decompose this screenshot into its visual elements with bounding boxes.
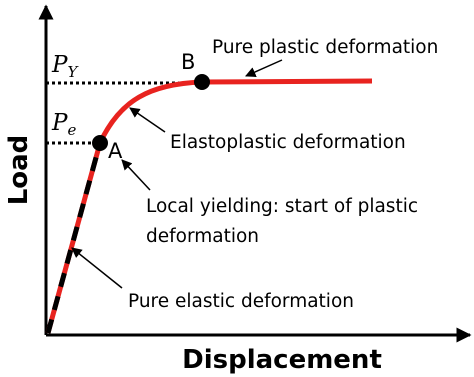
y-axis-label: Load: [4, 135, 34, 206]
x-axis-label: Displacement: [182, 345, 382, 375]
arrow: [121, 159, 151, 191]
level-label: Pe: [51, 110, 76, 139]
point-a: [92, 135, 108, 151]
annotation: Pure elastic deformation: [128, 291, 354, 312]
arrow: [71, 247, 123, 289]
arrow: [129, 107, 166, 133]
point-label: A: [108, 139, 123, 163]
annotation: Elastoplastic deformation: [170, 132, 406, 153]
annotation: deformation: [146, 226, 259, 247]
arrow: [245, 59, 283, 77]
annotation: Local yielding: start of plastic: [146, 196, 418, 217]
point-b: [194, 74, 210, 90]
point-label: B: [181, 50, 195, 74]
elastic-dash: [45, 142, 103, 334]
level-label: PY: [51, 52, 79, 81]
annotation: Pure plastic deformation: [212, 37, 438, 58]
